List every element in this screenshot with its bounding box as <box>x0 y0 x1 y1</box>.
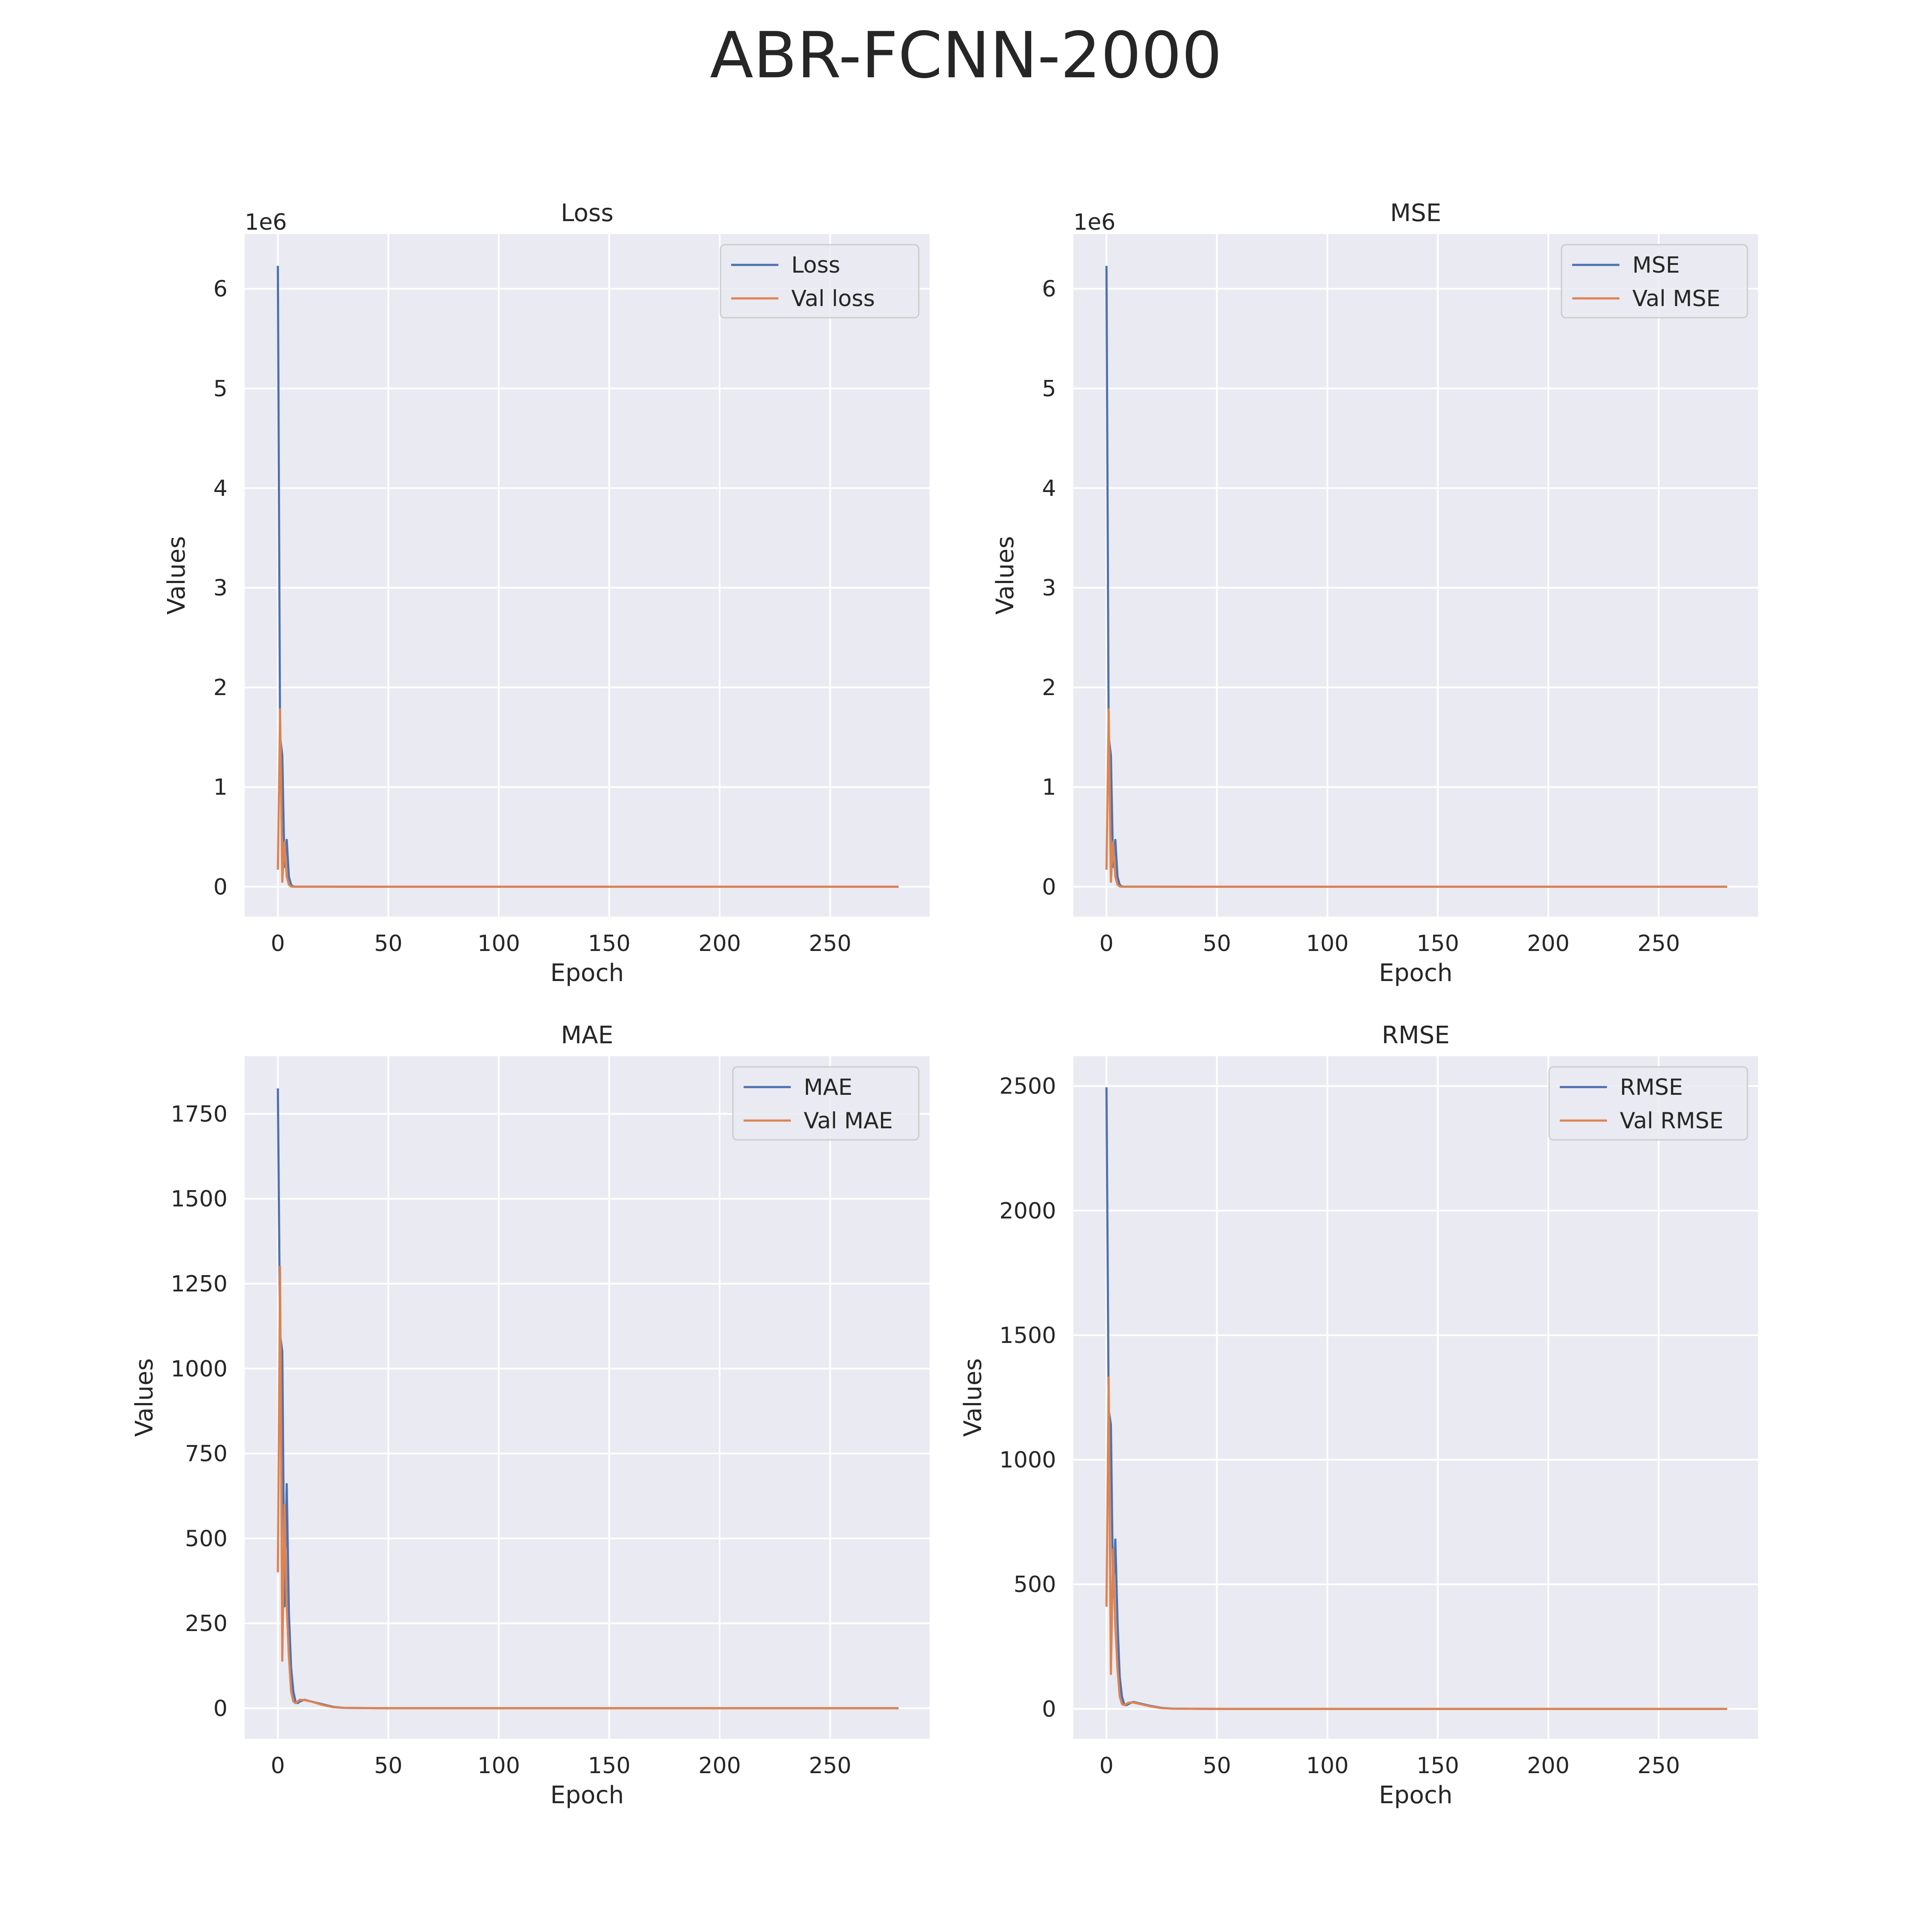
x-tick-label: 100 <box>477 1753 520 1779</box>
y-tick-label: 2 <box>213 675 228 701</box>
y-tick-label: 4 <box>213 476 228 501</box>
legend-label: Loss <box>791 252 840 278</box>
y-tick-label: 1000 <box>171 1356 228 1382</box>
series-line-val-mae <box>276 1265 899 1710</box>
x-tick-label: 0 <box>1100 931 1114 957</box>
y-tick-label: 1500 <box>171 1186 228 1212</box>
y-tick-label: 1 <box>213 775 228 800</box>
y-tick-label: 3 <box>1042 575 1056 601</box>
y-tick-label: 6 <box>213 276 228 302</box>
legend-label: Val MAE <box>804 1108 893 1134</box>
x-tick-label: 50 <box>1203 931 1231 957</box>
y-tick-label: 0 <box>213 874 228 900</box>
x-tick-label: 100 <box>477 931 520 957</box>
x-tick-label: 250 <box>1637 1753 1680 1779</box>
plot-area <box>245 234 930 917</box>
legend-label: Val RMSE <box>1620 1108 1723 1134</box>
legend-label: Val MSE <box>1632 286 1720 312</box>
y-tick-label: 5 <box>213 376 228 402</box>
x-tick-label: 150 <box>588 1753 630 1779</box>
plot-area <box>1073 234 1758 917</box>
y-tick-label: 1 <box>1042 775 1056 800</box>
plot-area <box>245 1056 930 1739</box>
offset-text: 1e6 <box>245 210 287 235</box>
x-tick-label: 150 <box>1416 1753 1459 1779</box>
y-axis-label: Values <box>991 536 1019 615</box>
axes-title: MSE <box>1390 199 1441 227</box>
x-axis-label: Epoch <box>1379 959 1452 987</box>
x-tick-label: 250 <box>809 931 851 957</box>
x-axis-label: Epoch <box>550 1781 624 1809</box>
y-tick-label: 2 <box>1042 675 1056 701</box>
x-tick-label: 0 <box>271 931 285 957</box>
y-tick-label: 750 <box>185 1441 228 1467</box>
x-tick-label: 150 <box>1416 931 1459 957</box>
x-tick-label: 0 <box>1100 1753 1114 1779</box>
legend: Loss Val loss <box>720 244 920 319</box>
y-tick-label: 500 <box>1014 1572 1056 1598</box>
offset-text: 1e6 <box>1073 210 1115 235</box>
y-tick-label: 1250 <box>171 1271 228 1297</box>
legend: MSE Val MSE <box>1561 244 1748 319</box>
x-tick-label: 0 <box>271 1753 285 1779</box>
y-axis-label: Values <box>163 536 191 615</box>
y-axis-label: Values <box>131 1358 158 1437</box>
x-tick-label: 100 <box>1306 1753 1349 1779</box>
x-tick-label: 150 <box>588 931 630 957</box>
series-line-val-loss <box>276 708 899 888</box>
x-tick-label: 200 <box>1527 1753 1570 1779</box>
y-tick-label: 0 <box>1042 874 1056 900</box>
y-tick-label: 1000 <box>999 1447 1056 1473</box>
legend-label: RMSE <box>1620 1075 1683 1100</box>
x-tick-label: 50 <box>374 931 402 957</box>
y-tick-label: 0 <box>213 1696 228 1722</box>
y-tick-label: 6 <box>1042 276 1056 302</box>
x-tick-label: 100 <box>1306 931 1349 957</box>
x-axis-label: Epoch <box>1379 1781 1452 1809</box>
x-tick-label: 200 <box>699 931 741 957</box>
axes-title: RMSE <box>1382 1021 1449 1049</box>
legend-label: MSE <box>1632 252 1680 278</box>
legend-label: Val loss <box>791 286 875 312</box>
x-tick-label: 250 <box>809 1753 851 1779</box>
y-tick-label: 250 <box>185 1611 228 1637</box>
legend: RMSE Val RMSE <box>1548 1066 1748 1141</box>
x-tick-label: 250 <box>1637 931 1680 957</box>
legend: MAE Val MAE <box>732 1066 920 1141</box>
figure-title: ABR-FCNN-2000 <box>710 18 1222 92</box>
y-tick-label: 2000 <box>999 1198 1056 1224</box>
x-tick-label: 200 <box>1527 931 1570 957</box>
y-tick-label: 0 <box>1042 1696 1056 1722</box>
y-axis-label: Values <box>959 1358 987 1437</box>
y-tick-label: 4 <box>1042 476 1056 501</box>
y-tick-label: 5 <box>1042 376 1056 402</box>
y-tick-label: 2500 <box>999 1074 1056 1100</box>
plot-area <box>1073 1056 1758 1739</box>
x-tick-label: 50 <box>374 1753 402 1779</box>
legend-label: MAE <box>804 1075 852 1100</box>
y-tick-label: 1500 <box>999 1323 1056 1349</box>
axes-title: Loss <box>561 199 614 227</box>
axes-title: MAE <box>561 1021 613 1049</box>
y-tick-label: 1750 <box>171 1101 228 1127</box>
x-tick-label: 50 <box>1203 1753 1231 1779</box>
x-tick-label: 200 <box>699 1753 741 1779</box>
y-tick-label: 3 <box>213 575 228 601</box>
series-line-val-mse <box>1105 708 1727 888</box>
y-tick-label: 500 <box>185 1526 228 1552</box>
x-axis-label: Epoch <box>550 959 624 987</box>
series-line-val-rmse <box>1105 1376 1727 1710</box>
